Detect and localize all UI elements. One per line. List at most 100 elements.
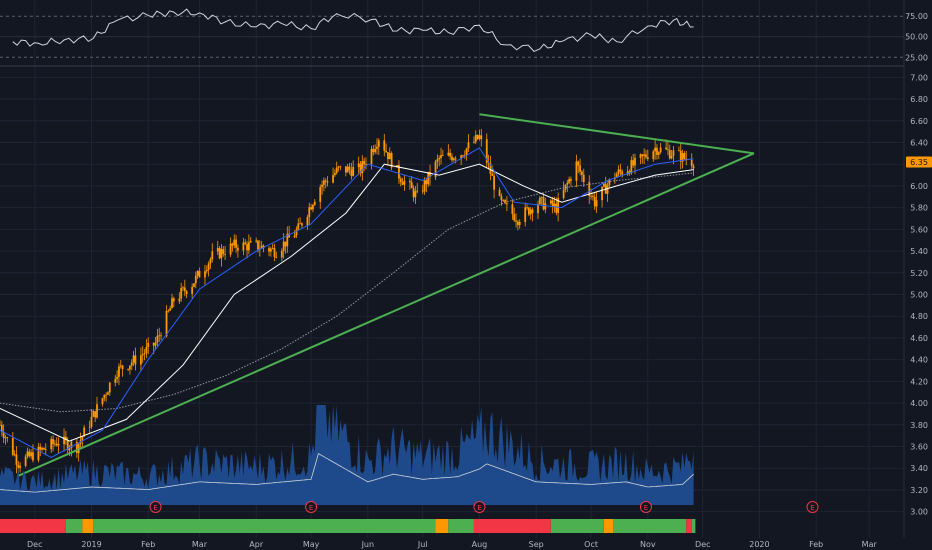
candle-body[interactable] xyxy=(460,155,463,160)
candle-body[interactable] xyxy=(96,404,98,418)
candle-body[interactable] xyxy=(92,411,95,417)
candle-body[interactable] xyxy=(165,310,168,337)
candle-body[interactable] xyxy=(592,195,594,197)
candle-body[interactable] xyxy=(273,247,276,258)
candle-body[interactable] xyxy=(491,173,494,176)
candle-body[interactable] xyxy=(346,166,349,173)
candle-body[interactable] xyxy=(249,240,252,243)
candle-body[interactable] xyxy=(297,223,300,230)
candle-body[interactable] xyxy=(357,163,360,168)
candle-body[interactable] xyxy=(474,134,477,142)
candle-body[interactable] xyxy=(551,200,554,207)
candle-body[interactable] xyxy=(231,243,234,246)
candle-body[interactable] xyxy=(577,161,580,166)
candle-body[interactable] xyxy=(619,169,622,172)
candle-body[interactable] xyxy=(462,155,464,157)
candle-body[interactable] xyxy=(204,271,206,278)
candle-body[interactable] xyxy=(11,437,14,455)
candle-body[interactable] xyxy=(515,220,517,222)
candle-body[interactable] xyxy=(465,148,468,156)
upper-trendline[interactable] xyxy=(479,113,755,155)
candle-body[interactable] xyxy=(476,134,479,139)
candle-body[interactable] xyxy=(209,259,212,264)
candle-body[interactable] xyxy=(0,424,1,426)
candle-body[interactable] xyxy=(401,182,404,185)
candle-body[interactable] xyxy=(52,439,54,445)
candle-body[interactable] xyxy=(390,152,393,168)
candle-body[interactable] xyxy=(582,174,585,183)
candle-body[interactable] xyxy=(485,139,488,163)
candle-body[interactable] xyxy=(88,426,91,428)
candle-body[interactable] xyxy=(229,243,232,255)
candle-body[interactable] xyxy=(489,163,492,174)
candle-body[interactable] xyxy=(171,298,173,309)
volume-pane[interactable] xyxy=(0,405,694,505)
rsi-line[interactable] xyxy=(12,8,694,52)
candle-body[interactable] xyxy=(310,207,312,210)
candle-body[interactable] xyxy=(524,207,527,222)
candle-body[interactable] xyxy=(549,200,552,204)
candle-body[interactable] xyxy=(94,411,97,418)
candle-body[interactable] xyxy=(372,148,375,153)
candle-body[interactable] xyxy=(312,205,314,210)
candle-body[interactable] xyxy=(41,447,43,450)
candle-body[interactable] xyxy=(683,153,686,159)
candle-body[interactable] xyxy=(359,163,362,174)
candle-body[interactable] xyxy=(540,197,543,198)
candle-body[interactable] xyxy=(32,452,34,461)
candle-body[interactable] xyxy=(557,198,560,213)
candle-body[interactable] xyxy=(527,207,530,215)
candle-body[interactable] xyxy=(581,171,583,175)
candle-body[interactable] xyxy=(451,156,453,161)
candle-body[interactable] xyxy=(107,392,109,395)
candle-body[interactable] xyxy=(370,148,373,165)
candle-body[interactable] xyxy=(39,446,42,450)
candle-body[interactable] xyxy=(244,242,247,245)
candle-body[interactable] xyxy=(493,175,495,190)
candle-body[interactable] xyxy=(6,437,9,439)
candle-body[interactable] xyxy=(634,157,636,166)
candle-body[interactable] xyxy=(335,167,338,173)
candle-body[interactable] xyxy=(480,135,483,140)
candle-body[interactable] xyxy=(350,169,353,176)
candle-body[interactable] xyxy=(505,203,508,205)
candle-body[interactable] xyxy=(220,249,223,259)
candle-body[interactable] xyxy=(207,263,210,271)
candle-body[interactable] xyxy=(377,140,380,147)
candle-body[interactable] xyxy=(601,186,603,201)
candle-body[interactable] xyxy=(685,158,688,160)
candle-body[interactable] xyxy=(288,233,291,238)
candle-body[interactable] xyxy=(324,180,327,182)
candle-body[interactable] xyxy=(121,365,124,370)
candle-body[interactable] xyxy=(180,288,183,299)
candle-body[interactable] xyxy=(44,449,47,450)
candle-body[interactable] xyxy=(130,362,133,366)
candle-body[interactable] xyxy=(337,166,340,168)
candle-body[interactable] xyxy=(160,335,162,337)
candle-body[interactable] xyxy=(500,195,503,201)
candle-body[interactable] xyxy=(55,443,58,446)
candle-body[interactable] xyxy=(280,251,283,258)
candle-body[interactable] xyxy=(427,171,430,185)
candle-body[interactable] xyxy=(511,204,514,214)
candle-body[interactable] xyxy=(43,447,45,450)
candle-body[interactable] xyxy=(233,239,236,246)
candle-body[interactable] xyxy=(140,355,142,365)
candle-body[interactable] xyxy=(282,241,285,252)
candle-body[interactable] xyxy=(562,189,565,199)
candle-body[interactable] xyxy=(50,439,53,450)
candle-body[interactable] xyxy=(518,221,521,225)
candle-body[interactable] xyxy=(656,147,658,155)
candle-body[interactable] xyxy=(383,140,386,151)
candle-body[interactable] xyxy=(132,355,135,363)
candle-body[interactable] xyxy=(478,135,481,139)
candle-body[interactable] xyxy=(429,171,431,178)
candle-body[interactable] xyxy=(116,376,119,380)
candle-body[interactable] xyxy=(425,180,428,185)
candle-body[interactable] xyxy=(141,354,144,356)
candle-body[interactable] xyxy=(63,436,65,445)
candle-body[interactable] xyxy=(119,365,122,367)
candle-body[interactable] xyxy=(172,298,175,302)
candle-body[interactable] xyxy=(15,454,18,465)
candle-body[interactable] xyxy=(440,155,442,158)
